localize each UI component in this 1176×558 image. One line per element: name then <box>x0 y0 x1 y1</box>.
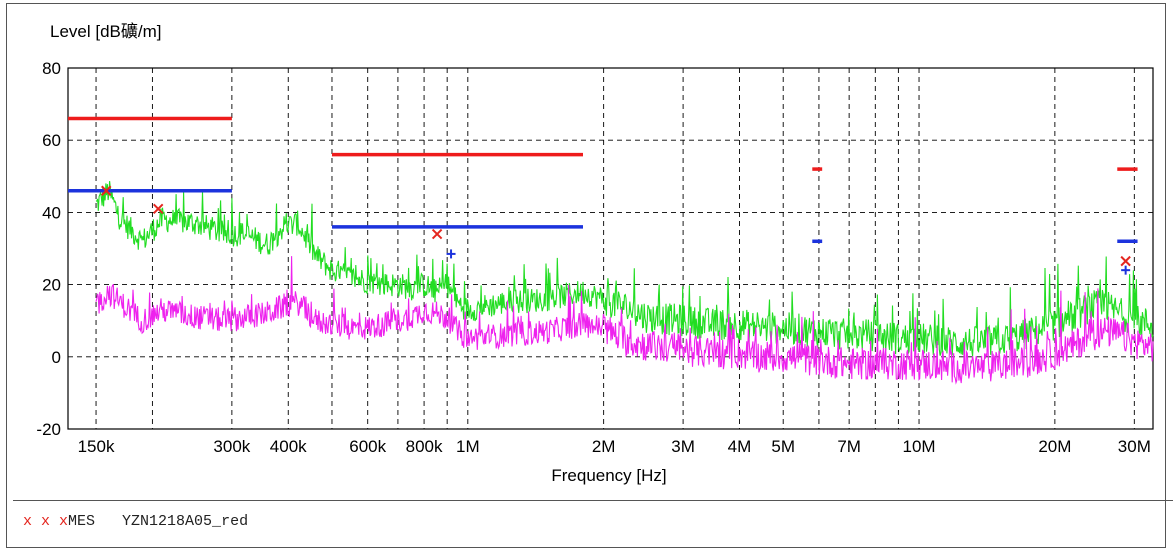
y-tick-label: 20 <box>42 276 61 295</box>
y-tick-label: 60 <box>42 131 61 150</box>
x-tick-label: 1M <box>456 437 480 456</box>
y-tick-label: 40 <box>42 203 61 222</box>
x-tick-label: 4M <box>728 437 752 456</box>
x-tick-label: 5M <box>771 437 795 456</box>
x-tick-label: 300k <box>213 437 250 456</box>
peak-marker-x <box>1120 255 1131 267</box>
x-tick-label: 600k <box>349 437 386 456</box>
series-1-line <box>95 181 1154 357</box>
y-tick-label: 80 <box>42 59 61 78</box>
peak-marker-x <box>431 228 443 240</box>
legend-entry: x x xMES YZN1218A05_red <box>23 513 248 530</box>
peak-marker-plus <box>1121 265 1131 275</box>
y-tick-label: 0 <box>52 348 61 367</box>
peak-marker-x <box>101 185 112 196</box>
marker-stroke <box>1120 255 1131 267</box>
marker-stroke <box>431 228 443 240</box>
y-axis-label: Level [dB礦/m] <box>50 22 162 41</box>
x-tick-label: 10M <box>902 437 935 456</box>
plot-area <box>68 116 1154 385</box>
legend-dataset-name: YZN1218A05_red <box>122 513 249 530</box>
x-tick-label: 2M <box>592 437 616 456</box>
x-tick-label: 400k <box>270 437 307 456</box>
y-tick-label: -20 <box>36 420 61 439</box>
chart-window: x x xMES YZN1218A05_red <box>6 3 1173 548</box>
x-tick-label: 3M <box>671 437 695 456</box>
x-tick-label: 30M <box>1118 437 1151 456</box>
x-tick-label: 20M <box>1038 437 1071 456</box>
tick-labels: 80 60 40 20 0 -20 150k 300k 400k 600k 800k 1M 2M 3M 4M… <box>36 59 1150 456</box>
legend-marker-symbols: x x x <box>23 513 69 530</box>
peak-marker-x <box>153 203 164 214</box>
x-axis-label: Frequency [Hz] <box>551 466 666 485</box>
series-2-line <box>95 256 1154 385</box>
marker-stroke <box>153 203 164 214</box>
x-tick-label: 150k <box>78 437 115 456</box>
legend-panel: x x xMES YZN1218A05_red <box>13 500 1173 552</box>
legend-label: MES <box>68 513 96 530</box>
marker-stroke <box>101 185 112 196</box>
x-tick-label: 7M <box>837 437 861 456</box>
emission-chart: Level [dB礦/m] Frequency [Hz] 80 60 40 20 0 -2… <box>36 22 1154 485</box>
peak-marker-plus <box>446 249 456 259</box>
x-tick-label: 800k <box>406 437 443 456</box>
